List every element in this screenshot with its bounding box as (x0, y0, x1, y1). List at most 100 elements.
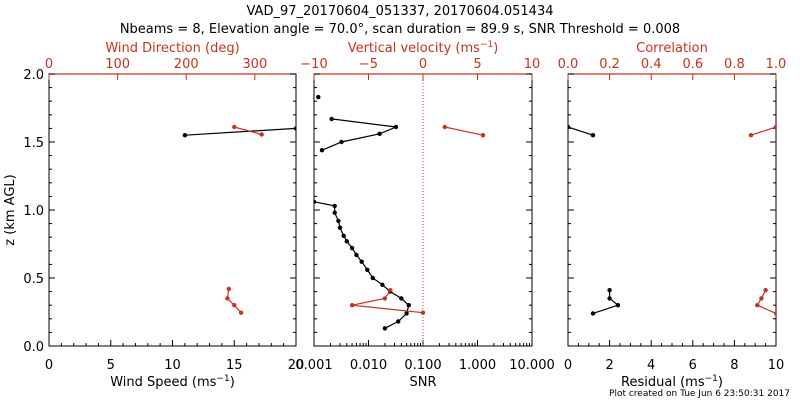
series-line-residual-red (756, 289, 776, 314)
top-tick-label-wind: 100 (105, 57, 130, 72)
data-point-snr-black (396, 319, 401, 324)
data-point-snr-black (377, 131, 382, 136)
top-tick-label-wind: 0 (45, 57, 53, 72)
data-point-snr-black (365, 267, 370, 272)
data-point-snr-black (314, 199, 317, 204)
top-tick-label-snr: −10 (300, 57, 327, 72)
data-point-snr-black (406, 303, 411, 308)
data-point-snr-red (480, 133, 486, 138)
series-line-snr-red (444, 126, 484, 136)
plot-created-note: Plot created on Tue Jun 6 23:50:31 2017 (609, 389, 790, 399)
data-point-wind-black (182, 133, 188, 138)
data-point-snr-black (404, 311, 409, 316)
series-line-snr-red (351, 289, 424, 314)
bottom-axis-label-snr: SNR (409, 375, 436, 390)
bottom-tick-label-residual: 6 (689, 358, 697, 373)
data-point-snr-black (393, 124, 399, 130)
top-tick-label-snr: 5 (473, 57, 481, 72)
data-point-snr-black (359, 259, 364, 264)
plot-frame-residual (567, 73, 777, 347)
data-point-snr-black (370, 275, 375, 281)
data-point-residual-black (568, 124, 571, 130)
y-tick-label: 0.5 (23, 272, 44, 287)
data-point-snr-black (332, 203, 337, 209)
data-point-snr-black (354, 252, 359, 258)
series-line-residual-red (750, 126, 776, 136)
series-line-snr-black (321, 118, 399, 151)
bottom-tick-label-snr: 0.001 (295, 358, 332, 373)
bottom-tick-label-snr: 10.000 (509, 358, 555, 373)
top-tick-label-wind: 300 (242, 57, 267, 72)
top-tick-label-residual: 0.0 (558, 57, 579, 72)
data-point-residual-black (607, 296, 612, 301)
data-point-snr-black (380, 282, 385, 287)
y-tick-label: 1.5 (23, 136, 44, 151)
bottom-tick-label-snr: 0.010 (350, 358, 387, 373)
data-point-residual-red (773, 124, 776, 130)
data-point-snr-black (337, 225, 343, 230)
data-point-snr-black (316, 94, 321, 100)
data-point-wind-red (226, 286, 231, 292)
data-point-residual-black (615, 303, 621, 308)
data-point-snr-black (399, 296, 404, 301)
top-axis-label-wind: Wind Direction (deg) (105, 41, 239, 56)
top-tick-label-residual: 0.6 (682, 57, 703, 72)
data-point-wind-red (232, 124, 237, 130)
bottom-axis-label-wind: Wind Speed (ms−1) (110, 374, 235, 390)
data-point-residual-black (590, 311, 596, 316)
bottom-tick-label-wind: 10 (164, 358, 181, 373)
data-point-wind-red (232, 303, 237, 308)
data-point-snr-black (339, 139, 344, 145)
bottom-tick-label-wind: 5 (107, 358, 115, 373)
top-tick-label-residual: 0.2 (599, 57, 620, 72)
top-tick-label-residual: 0.8 (724, 57, 745, 72)
top-axis-label-snr: Vertical velocity (ms−1) (348, 40, 499, 56)
bottom-tick-label-wind: 0 (45, 358, 53, 373)
data-point-residual-red (773, 311, 776, 316)
top-tick-label-snr: 10 (524, 57, 541, 72)
top-axis-label-residual: Correlation (636, 41, 708, 56)
data-point-wind-red (238, 310, 244, 315)
bottom-tick-label-wind: 20 (288, 358, 305, 373)
bottom-axis-label-residual: Residual (ms−1) (621, 374, 723, 390)
bottom-tick-label-residual: 10 (768, 358, 785, 373)
series-line-wind-red (234, 126, 262, 136)
data-point-snr-red (420, 310, 426, 315)
data-point-snr-black (382, 326, 388, 331)
data-point-snr-black (336, 218, 341, 224)
y-tick-label: 2.0 (23, 68, 44, 83)
top-tick-label-wind: 200 (174, 57, 199, 72)
data-point-wind-red (225, 296, 230, 301)
data-point-residual-red (755, 303, 760, 308)
y-axis-label: z (km AGL) (3, 174, 18, 245)
data-point-snr-black (329, 116, 334, 122)
bottom-tick-label-residual: 0 (564, 358, 572, 373)
data-point-snr-red (442, 124, 447, 130)
figure-subtitle: Nbeams = 8, Elevation angle = 70.0°, sca… (120, 22, 680, 37)
data-point-snr-black (319, 148, 325, 153)
data-point-snr-black (341, 233, 346, 238)
bottom-tick-label-snr: 1.000 (459, 358, 496, 373)
data-point-snr-red (382, 296, 388, 301)
bottom-tick-label-residual: 2 (605, 358, 613, 373)
data-point-residual-black (590, 133, 596, 138)
bottom-tick-label-residual: 8 (730, 358, 738, 373)
series-line-wind-black (184, 127, 296, 136)
data-point-wind-red (259, 132, 264, 137)
data-point-wind-black (293, 126, 296, 131)
y-tick-label: 1.0 (23, 204, 44, 219)
top-tick-label-residual: 0.4 (641, 57, 662, 72)
data-point-snr-black (332, 210, 337, 215)
data-point-snr-red (388, 288, 393, 293)
data-point-residual-red (759, 296, 764, 301)
bottom-tick-label-residual: 4 (647, 358, 655, 373)
y-tick-label: 0.0 (23, 340, 44, 355)
figure-title: VAD_97_20170604_051337, 20170604.051434 (247, 4, 554, 19)
data-point-residual-red (763, 288, 768, 293)
top-tick-label-snr: 0 (419, 57, 427, 72)
data-point-residual-red (748, 133, 754, 138)
top-tick-label-snr: −5 (359, 57, 378, 72)
data-point-residual-black (607, 288, 612, 293)
series-line-residual-black (568, 126, 594, 136)
